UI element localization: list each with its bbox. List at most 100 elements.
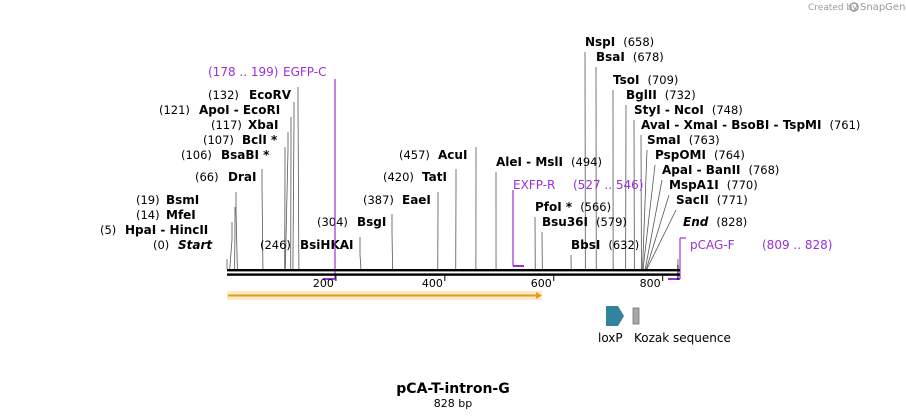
site-label[interactable]: (107) BclI * bbox=[203, 133, 278, 147]
axis-tick-label: 600 bbox=[531, 277, 552, 290]
site-label[interactable]: SacII (771) bbox=[676, 193, 748, 207]
site-position: (246) bbox=[260, 238, 291, 252]
axis-tick-label: 400 bbox=[422, 277, 443, 290]
site-label[interactable]: (117) XbaI bbox=[211, 118, 278, 132]
site-label[interactable]: StyI - NcoI (748) bbox=[634, 103, 743, 117]
site-enzyme-name: Bsu36I bbox=[542, 215, 588, 229]
site-position: (494) bbox=[571, 155, 602, 169]
site-label[interactable]: SmaI (763) bbox=[647, 133, 720, 147]
site-label[interactable]: NspI (658) bbox=[585, 35, 654, 49]
site-enzyme-name: BsiHKAI bbox=[300, 238, 354, 252]
site-enzyme-name: BsmI bbox=[166, 193, 199, 207]
credit-brand: SnapGene bbox=[860, 2, 906, 13]
primer-name: pCAG-F bbox=[690, 238, 735, 252]
site-position: (121) bbox=[159, 103, 190, 117]
site-enzyme-name: MfeI bbox=[166, 208, 196, 222]
credit-prefix: Created by bbox=[808, 3, 858, 13]
site-enzyme-name: MspA1I bbox=[669, 178, 719, 192]
site-position: (658) bbox=[623, 35, 654, 49]
feature-loxp[interactable]: loxP bbox=[598, 306, 624, 345]
site-position: (632) bbox=[608, 238, 639, 252]
site-enzyme-name: AvaI - XmaI - BsoBI - TspMI bbox=[641, 118, 821, 132]
backbone bbox=[227, 269, 680, 276]
primer-range: (809 .. 828) bbox=[762, 238, 832, 252]
snapgene-logo-icon bbox=[849, 2, 859, 12]
primer[interactable]: pCAG-F (809 .. 828) bbox=[668, 237, 832, 280]
site-line bbox=[229, 222, 233, 270]
site-label[interactable]: End (828) bbox=[683, 215, 747, 229]
site-line bbox=[642, 149, 648, 270]
site-enzyme-name: HpaI - HincII bbox=[125, 223, 208, 237]
site-label[interactable]: (246) BsiHKAI bbox=[260, 238, 354, 252]
site-enzyme-name: TsoI bbox=[613, 73, 639, 87]
site-position: (106) bbox=[181, 148, 212, 162]
site-position: (66) bbox=[195, 170, 219, 184]
kozak-label: Kozak sequence bbox=[634, 331, 731, 345]
site-position: (19) bbox=[136, 193, 160, 207]
site-line bbox=[644, 179, 663, 270]
site-label[interactable]: PspOMI (764) bbox=[655, 148, 745, 162]
site-label[interactable]: (132) EcoRV bbox=[208, 88, 292, 102]
site-label[interactable]: (0) Start bbox=[153, 238, 213, 252]
site-label[interactable]: (304) BsgI bbox=[317, 215, 386, 229]
site-label[interactable]: TsoI (709) bbox=[613, 73, 678, 87]
primer-range: (178 .. 199) bbox=[208, 65, 278, 79]
site-enzyme-name: BbsI bbox=[571, 238, 600, 252]
site-position: (771) bbox=[717, 193, 748, 207]
site-label[interactable]: (121) ApoI - EcoRI bbox=[159, 103, 280, 117]
site-position: (770) bbox=[727, 178, 758, 192]
site-position: (304) bbox=[317, 215, 348, 229]
site-label[interactable]: BglII (732) bbox=[626, 88, 696, 102]
site-enzyme-name: TatI bbox=[422, 170, 447, 184]
site-enzyme-name: DraI bbox=[228, 170, 256, 184]
axis-tick-label: 800 bbox=[640, 277, 661, 290]
site-position: (761) bbox=[829, 118, 860, 132]
site-position: (5) bbox=[100, 223, 116, 237]
site-label[interactable]: BsaI (678) bbox=[596, 50, 664, 64]
site-line bbox=[359, 237, 362, 270]
primer-name: EXFP-R bbox=[513, 178, 555, 192]
site-line bbox=[646, 209, 677, 270]
site-enzyme-name: BglII bbox=[626, 88, 657, 102]
site-label[interactable]: BbsI (632) bbox=[571, 238, 639, 252]
site-enzyme-name: SacII bbox=[676, 193, 709, 207]
axis-ticks: 200 400 600 800 bbox=[313, 265, 679, 290]
site-position: (732) bbox=[665, 88, 696, 102]
site-label[interactable]: (106) BsaBI * bbox=[181, 148, 270, 162]
site-line bbox=[297, 87, 300, 270]
site-position: (14) bbox=[136, 208, 160, 222]
loxp-label: loxP bbox=[598, 331, 623, 345]
site-enzyme-name: ApaI - BanII bbox=[662, 163, 741, 177]
site-enzyme-name: SmaI bbox=[647, 133, 681, 147]
site-enzyme-name: End bbox=[683, 215, 709, 229]
primer[interactable]: (178 .. 199) EGFP-C bbox=[208, 65, 336, 280]
site-lines bbox=[226, 51, 679, 270]
site-label[interactable]: MspA1I (770) bbox=[669, 178, 758, 192]
site-enzyme-name: Start bbox=[178, 238, 213, 252]
site-label[interactable]: (66) DraI bbox=[195, 170, 256, 184]
site-line bbox=[645, 194, 670, 270]
site-position: (117) bbox=[211, 118, 242, 132]
site-label[interactable]: (420) TatI bbox=[383, 170, 447, 184]
snapgene-credit: Created by SnapGene bbox=[808, 2, 906, 13]
site-label[interactable]: AvaI - XmaI - BsoBI - TspMI (761) bbox=[641, 118, 860, 132]
site-line bbox=[284, 132, 289, 270]
site-label[interactable]: (387) EaeI bbox=[363, 193, 431, 207]
site-line bbox=[261, 169, 264, 270]
primer[interactable]: EXFP-R (527 .. 546) bbox=[512, 178, 643, 267]
site-label[interactable]: AleI - MslI (494) bbox=[496, 155, 602, 169]
site-label[interactable]: PfoI * (566) bbox=[535, 200, 611, 214]
site-label[interactable]: Bsu36I (579) bbox=[542, 215, 627, 229]
site-label[interactable]: (19) BsmI bbox=[136, 193, 199, 207]
site-position: (566) bbox=[580, 200, 611, 214]
site-label[interactable]: (457) AcuI bbox=[399, 148, 467, 162]
orf-arrow[interactable] bbox=[227, 291, 542, 300]
site-position: (763) bbox=[689, 133, 720, 147]
site-label[interactable]: (14) MfeI bbox=[136, 208, 196, 222]
site-position: (0) bbox=[153, 238, 169, 252]
backbone-strand-bottom bbox=[227, 273, 680, 276]
feature-kozak[interactable]: Kozak sequence bbox=[632, 307, 731, 345]
site-label[interactable]: ApaI - BanII (768) bbox=[662, 163, 779, 177]
site-label[interactable]: (5) HpaI - HincII bbox=[100, 223, 208, 237]
